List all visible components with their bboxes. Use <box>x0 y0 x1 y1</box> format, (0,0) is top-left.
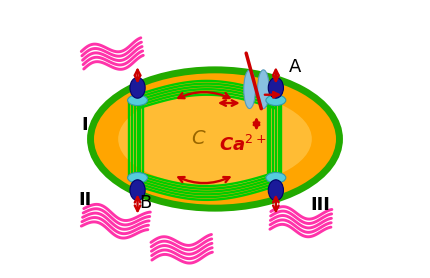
Text: III: III <box>310 196 330 214</box>
Ellipse shape <box>118 92 312 186</box>
Text: B: B <box>140 193 152 212</box>
Ellipse shape <box>266 172 286 183</box>
Ellipse shape <box>258 70 269 109</box>
Ellipse shape <box>130 78 145 98</box>
Text: I: I <box>82 116 88 134</box>
Ellipse shape <box>128 95 147 106</box>
Ellipse shape <box>268 78 283 98</box>
Ellipse shape <box>266 95 286 106</box>
Ellipse shape <box>130 180 145 200</box>
Text: II: II <box>78 191 92 209</box>
Text: Ca$^{2+}$: Ca$^{2+}$ <box>219 135 266 155</box>
Text: A: A <box>289 58 301 76</box>
Ellipse shape <box>91 70 339 208</box>
Text: C: C <box>192 130 205 148</box>
Ellipse shape <box>244 70 255 109</box>
Ellipse shape <box>128 172 147 183</box>
Ellipse shape <box>268 180 283 200</box>
